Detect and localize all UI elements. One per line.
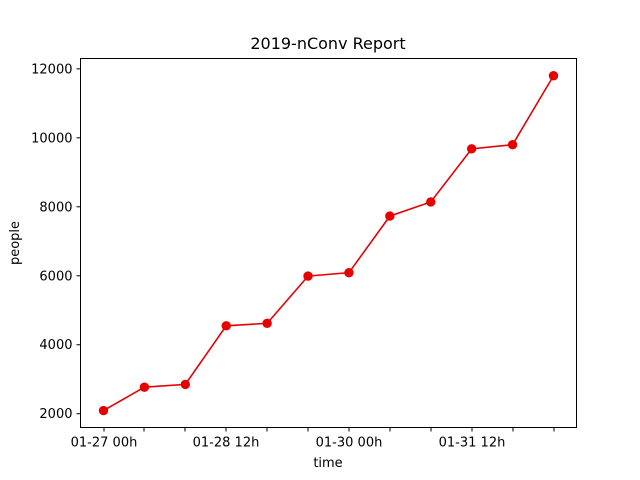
x-tick-label: 01-30 00h xyxy=(316,436,383,451)
series-line xyxy=(103,75,555,412)
data-point xyxy=(466,144,477,154)
x-axis-label: time xyxy=(313,456,342,471)
x-axis: 01-27 00h 01-28 12h 01-30 00h 01-31 12h xyxy=(71,427,555,451)
y-tick-label: 6000 xyxy=(39,269,72,284)
data-point xyxy=(548,71,559,81)
x-tick-label: 01-28 12h xyxy=(193,436,260,451)
series-layer xyxy=(98,71,559,416)
data-point xyxy=(344,267,354,278)
x-tick-label: 01-27 00h xyxy=(71,436,138,451)
x-tick-label: 01-31 12h xyxy=(439,436,506,451)
data-point xyxy=(180,379,191,390)
data-point xyxy=(303,271,313,281)
y-tick-label: 12000 xyxy=(31,62,72,77)
data-point xyxy=(507,140,518,150)
chart-title: 2019-nConv Report xyxy=(250,34,405,53)
y-tick-label: 10000 xyxy=(31,131,72,146)
y-tick-label: 2000 xyxy=(39,407,72,422)
data-point xyxy=(262,318,272,329)
data-point xyxy=(221,321,231,331)
plot-frame xyxy=(80,58,577,428)
y-axis: 2000 4000 6000 8000 10000 12000 xyxy=(31,62,81,422)
y-tick-label: 4000 xyxy=(39,338,72,353)
y-tick-label: 8000 xyxy=(39,200,72,215)
y-axis-label: people xyxy=(8,221,23,265)
data-point xyxy=(98,405,109,416)
data-point xyxy=(385,211,395,221)
data-point xyxy=(426,197,436,207)
data-point xyxy=(139,382,150,392)
